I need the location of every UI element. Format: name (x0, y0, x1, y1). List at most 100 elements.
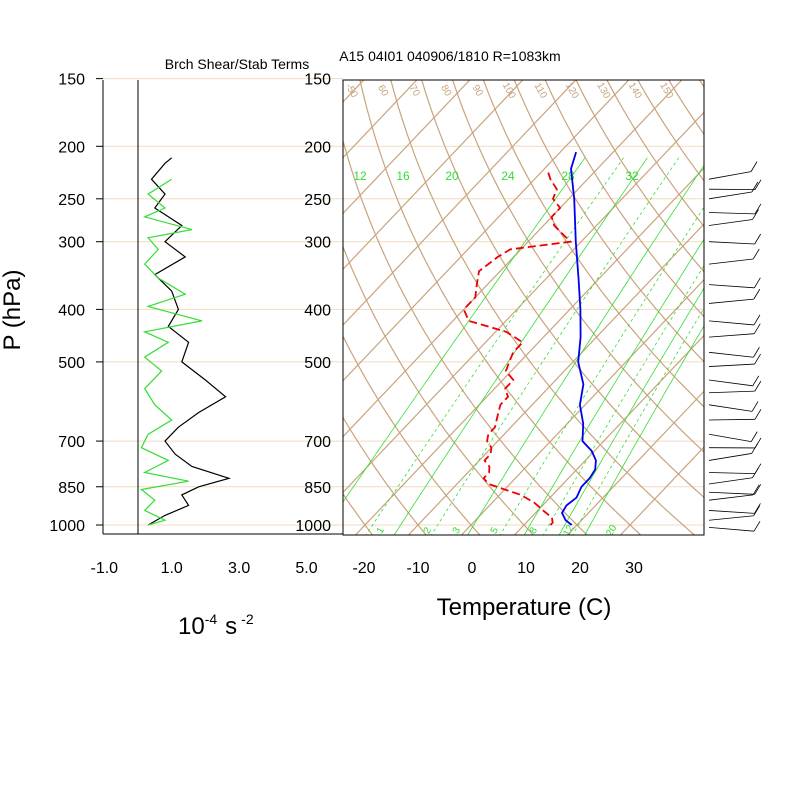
pressure-tick-label: 400 (304, 302, 331, 319)
temperature-tick-label: 0 (468, 560, 477, 577)
y-axis-label: P (hPa) (0, 270, 26, 351)
dry-adiabat (451, 80, 704, 453)
isotherm (407, 223, 704, 535)
dry-adiabat (575, 80, 704, 273)
pressure-tick-label: 400 (58, 302, 85, 319)
wind-barb-shaft (708, 191, 752, 200)
left-x-axis-label: 10-4 s -2 (178, 611, 254, 640)
pressure-tick-label: 700 (304, 434, 331, 451)
wind-barb-flag (754, 484, 762, 495)
skew-t-panel: 12 16 20 24 28 321 2 3 5 8 12 20 -50 60 70 80 90 100 110 1… (0, 48, 705, 621)
dry-adiabat (343, 138, 588, 535)
wind-barb-shaft (708, 351, 754, 358)
right-pressure-gridlines (343, 145, 704, 526)
isotherm-label: 140 (626, 81, 644, 101)
dry-adiabat (421, 80, 704, 499)
temperature-tick-labels: -20 -10 0 10 20 30 (352, 560, 643, 577)
isotherm-label: 100 (500, 81, 518, 101)
isotherm (0, 62, 327, 536)
left-pressure-tick-labels: 150 200 250 300 400 500 700 850 1000 (49, 72, 103, 535)
isotherm (343, 80, 630, 382)
mixing-ratio-line (467, 164, 704, 535)
pressure-tick-label: 150 (304, 72, 331, 89)
wind-barb-shaft (708, 284, 755, 289)
wind-barb-flag (751, 401, 759, 412)
isotherm-label: 60 (375, 83, 390, 99)
wind-barb-flag (752, 209, 759, 220)
wind-barb-shaft (708, 390, 755, 394)
temperature-tick-label: -10 (406, 560, 429, 577)
pressure-tick-label: 150 (58, 72, 85, 89)
isotherm (343, 111, 704, 494)
shear-stability-panel: 150 200 250 300 400 500 700 850 1000 -1.0 1.0 3.0 5… (0, 56, 343, 640)
pressure-tick-label: 700 (58, 434, 85, 451)
dry-adiabat (175, 62, 320, 536)
sounding-series (462, 151, 597, 526)
pressure-tick-label: 200 (304, 139, 331, 156)
isotherm (343, 80, 683, 438)
wind-barb-flag (753, 505, 761, 516)
pressure-tick-label: 1000 (295, 518, 331, 535)
wind-barb-flag (753, 314, 761, 326)
wind-barb-flag (751, 443, 759, 454)
isotherm-label: 80 (438, 83, 453, 99)
x-tick-label: 5.0 (295, 560, 317, 577)
mixing-ratio-label: 32 (625, 169, 639, 183)
dry-adiabat (482, 80, 704, 408)
wind-barbs (708, 161, 762, 532)
left-pressure-gridlines (103, 78, 343, 526)
wind-barb-shaft (708, 510, 755, 514)
wind-barb-shaft (708, 298, 754, 304)
wind-barb-flag (752, 375, 760, 387)
mixing-ratio-line (393, 157, 648, 535)
wind-barb-shaft (708, 433, 752, 443)
mixing-ratio-bottom-label: 2 (422, 525, 435, 536)
skew-t-title: A15 04I01 040906/1810 R=1083km (339, 48, 560, 64)
dry-adiabat (343, 416, 427, 535)
isotherm (343, 80, 471, 215)
isotherm-label: 150 (657, 81, 675, 101)
wind-barb-flag (753, 288, 761, 300)
wind-barb-flag (750, 161, 758, 172)
wind-barb-flag (754, 277, 761, 289)
pressure-tick-label: 300 (304, 235, 331, 252)
wind-barb-shaft (708, 171, 752, 180)
dry-adiabat (359, 80, 642, 535)
isotherm-lines (0, 62, 704, 536)
dry-adiabat (668, 80, 704, 136)
wind-barb-shaft (708, 363, 755, 367)
mixing-ratio-line (542, 264, 704, 535)
isotherm (566, 390, 704, 535)
wind-barb-flag (752, 484, 760, 496)
wind-barb-flag (752, 467, 759, 478)
mixing-ratio-bottom-label: 1 (375, 525, 388, 536)
wind-barb-flag (753, 347, 760, 358)
dry-adiabat (143, 62, 266, 536)
dry-adiabat (698, 80, 704, 88)
pressure-tick-label: 300 (58, 235, 85, 252)
wind-barb-flag (754, 380, 762, 392)
mixing-ratio-bottom-label: 3 (451, 525, 464, 536)
mixing-ratio-line (584, 325, 704, 535)
wind-barb-shaft (708, 491, 755, 495)
isotherm-label: -50 (343, 82, 360, 100)
dewpoint-profile (462, 170, 573, 526)
pressure-tick-label: 1000 (49, 518, 85, 535)
wind-barb-flag (752, 248, 760, 260)
dry-adiabat (544, 80, 704, 318)
wind-barb-flag (754, 409, 762, 420)
wind-barb-flag (750, 431, 758, 442)
wind-barb-shaft (708, 320, 754, 326)
temperature-profile (560, 151, 597, 526)
mixing-ratio-line (365, 157, 624, 535)
dry-adiabat (343, 245, 535, 535)
pressure-tick-label: 200 (58, 139, 85, 156)
wind-barb-flag (754, 353, 761, 365)
mixing-ratio-label: 16 (396, 169, 410, 183)
pressure-tick-label: 500 (58, 355, 85, 372)
dry-adiabat (606, 80, 704, 228)
wind-barb-flag (754, 179, 762, 190)
isotherm (513, 334, 704, 535)
